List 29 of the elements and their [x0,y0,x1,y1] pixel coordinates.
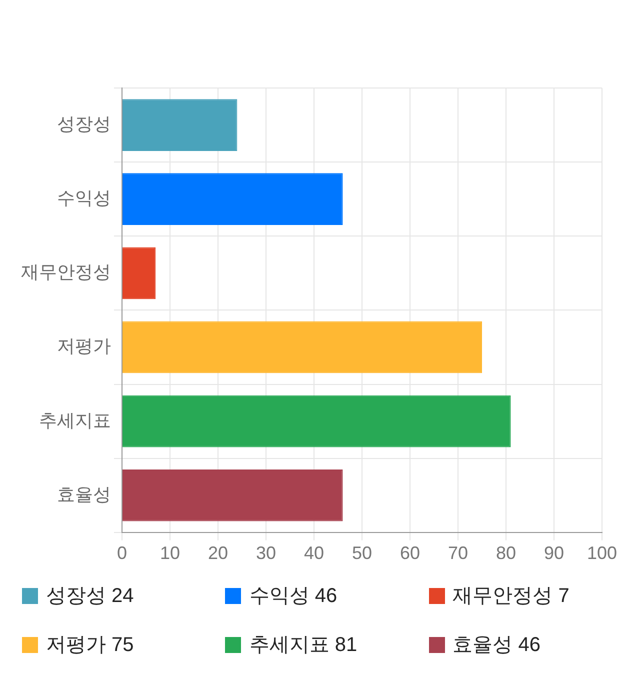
x-tick-label: 80 [496,543,516,564]
y-tick-label: 추세지표 [39,410,111,430]
text: 수익성 46 [249,584,338,609]
x-tick-label: 0 [116,543,128,564]
text: 추세지표 81 [249,633,358,658]
x-tick-label: 40 [304,543,324,564]
x-tick-label: 60 [400,543,420,564]
bar [122,173,343,226]
text: 효율성 46 [452,633,540,658]
text: 저평가 75 [46,633,134,658]
bar [122,395,511,448]
bar [122,321,482,374]
bar [122,469,343,522]
y-tick-label: 수익성 [57,188,111,208]
bar [122,247,156,300]
text: 성장성 24 [46,584,134,609]
y-tick-label: 효율성 [57,484,111,504]
y-tick-label: 성장성 [57,114,111,134]
x-tick-label: 100 [586,543,618,564]
y-tick-label: 저평가 [57,336,111,356]
x-tick-label: 50 [352,543,372,564]
x-tick-label: 30 [256,543,276,564]
bar [122,99,238,151]
text: 재무안정성 7 [452,584,570,609]
x-tick-label: 10 [160,543,180,564]
x-tick-label: 90 [544,543,564,564]
x-tick-label: 20 [208,543,228,564]
x-tick-label: 70 [448,543,468,564]
y-tick-label: 재무안정성 [21,262,111,282]
